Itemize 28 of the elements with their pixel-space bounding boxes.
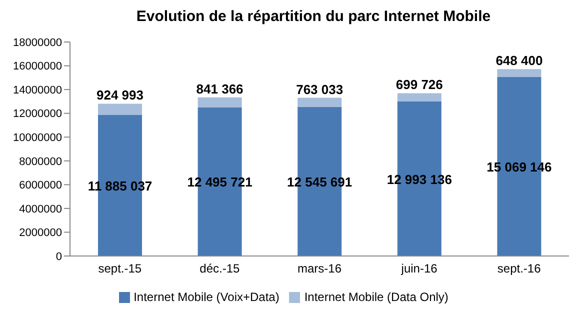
y-tick-label: 2000000 [19,227,62,240]
bar [298,98,342,107]
data-label: 841 366 [196,81,244,96]
y-tick-label: 18000000 [13,36,62,49]
data-label: 699 726 [396,77,443,92]
y-tick-label: 14000000 [13,84,62,96]
bar [497,69,542,77]
x-tick-label: sept.-16 [497,262,542,276]
bar [98,104,142,115]
chart-title: Evolution de la répartition du parc Internet Mobile [135,8,492,27]
bar [198,97,242,108]
data-label: 924 993 [96,88,144,103]
y-tick-label: 6000000 [19,180,62,192]
bar [397,93,442,102]
y-tick-label: 10000000 [13,132,62,144]
y-tick-label: 8000000 [19,156,62,168]
y-tick-label: 4000000 [19,203,62,216]
x-tick-label: sept.-15 [98,262,142,276]
y-tick-label: 0 [56,250,62,263]
data-label: 648 400 [496,53,543,68]
legend-label: Internet Mobile (Voix+Data) [134,290,280,304]
x-tick-label: déc.-15 [200,262,240,276]
y-tick-label: 16000000 [13,60,62,73]
legend-label: Internet Mobile (Data Only) [304,290,448,304]
y-tick-label: 12000000 [13,108,62,120]
x-tick-label: mars-16 [297,262,342,276]
x-tick-label: juin-16 [400,262,438,276]
data-label: 763 033 [296,82,344,97]
